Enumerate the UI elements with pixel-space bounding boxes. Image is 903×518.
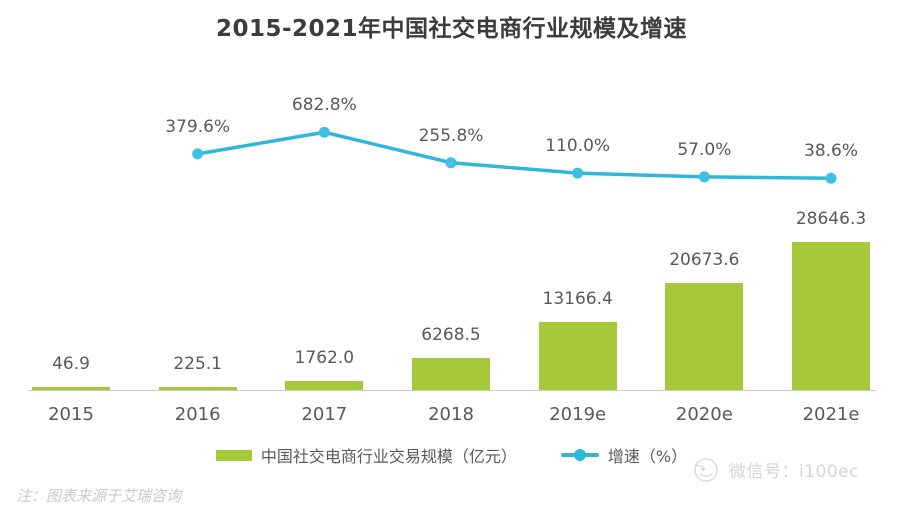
growth-value-label: 255.8% (418, 125, 484, 146)
x-axis-label: 2021e (802, 404, 860, 425)
growth-point (318, 126, 330, 138)
x-axis-label: 2019e (549, 404, 607, 425)
growth-value-label: 682.8% (291, 95, 357, 116)
legend: 中国社交电商行业交易规模（亿元） 增速（%） (0, 443, 903, 467)
x-axis-label: 2020e (675, 404, 733, 425)
growth-value-label: 379.6% (165, 116, 231, 137)
bar-2021e (792, 242, 871, 390)
bar-2018 (412, 357, 490, 390)
bar-2015 (32, 387, 110, 390)
bar-2017 (285, 380, 364, 390)
growth-line (197, 130, 832, 180)
growth-point (825, 172, 837, 184)
bar-value-label: 46.9 (52, 354, 90, 374)
x-axis-label: 2016 (174, 404, 221, 425)
bar-value-label: 6268.5 (421, 324, 481, 345)
growth-point (192, 148, 204, 160)
x-axis-label: 2015 (48, 404, 94, 425)
growth-value-label: 57.0% (677, 139, 732, 160)
bar-2020e (665, 283, 744, 390)
bar-2016 (158, 387, 237, 390)
source-note: 注：图表来源于艾瑞咨询 (16, 487, 182, 505)
legend-line-label: 增速（%） (607, 447, 688, 466)
bar-value-label: 28646.3 (795, 209, 867, 229)
legend-item-scale: 中国社交电商行业交易规模（亿元） (215, 443, 517, 467)
legend-line-swatch (560, 449, 599, 461)
bar-value-label: 1762.0 (294, 347, 355, 368)
growth-point (445, 157, 457, 169)
x-axis-label: 2018 (428, 404, 474, 425)
growth-point (572, 167, 584, 179)
chart-title: 2015-2021年中国社交电商行业规模及增速 (215, 16, 688, 42)
bar-2019e (538, 321, 617, 390)
legend-line-dot (573, 449, 586, 461)
bar-value-label: 20673.6 (669, 250, 740, 271)
watermark-text: 微信号：i100ec (729, 461, 859, 482)
x-axis-line (28, 390, 876, 391)
x-axis-label: 2017 (301, 404, 348, 425)
growth-point (698, 171, 710, 183)
legend-item-growth: 增速（%） (560, 443, 688, 467)
legend-bar-swatch (215, 449, 252, 461)
growth-value-label: 38.6% (804, 141, 859, 162)
watermark-logo-icon (694, 458, 718, 482)
legend-bar-label: 中国社交电商行业交易规模（亿元） (260, 447, 517, 466)
growth-value-label: 110.0% (545, 136, 611, 157)
bar-value-label: 225.1 (173, 354, 222, 374)
watermark: 微信号：i100ec (691, 454, 859, 484)
bar-value-label: 13166.4 (542, 288, 613, 309)
